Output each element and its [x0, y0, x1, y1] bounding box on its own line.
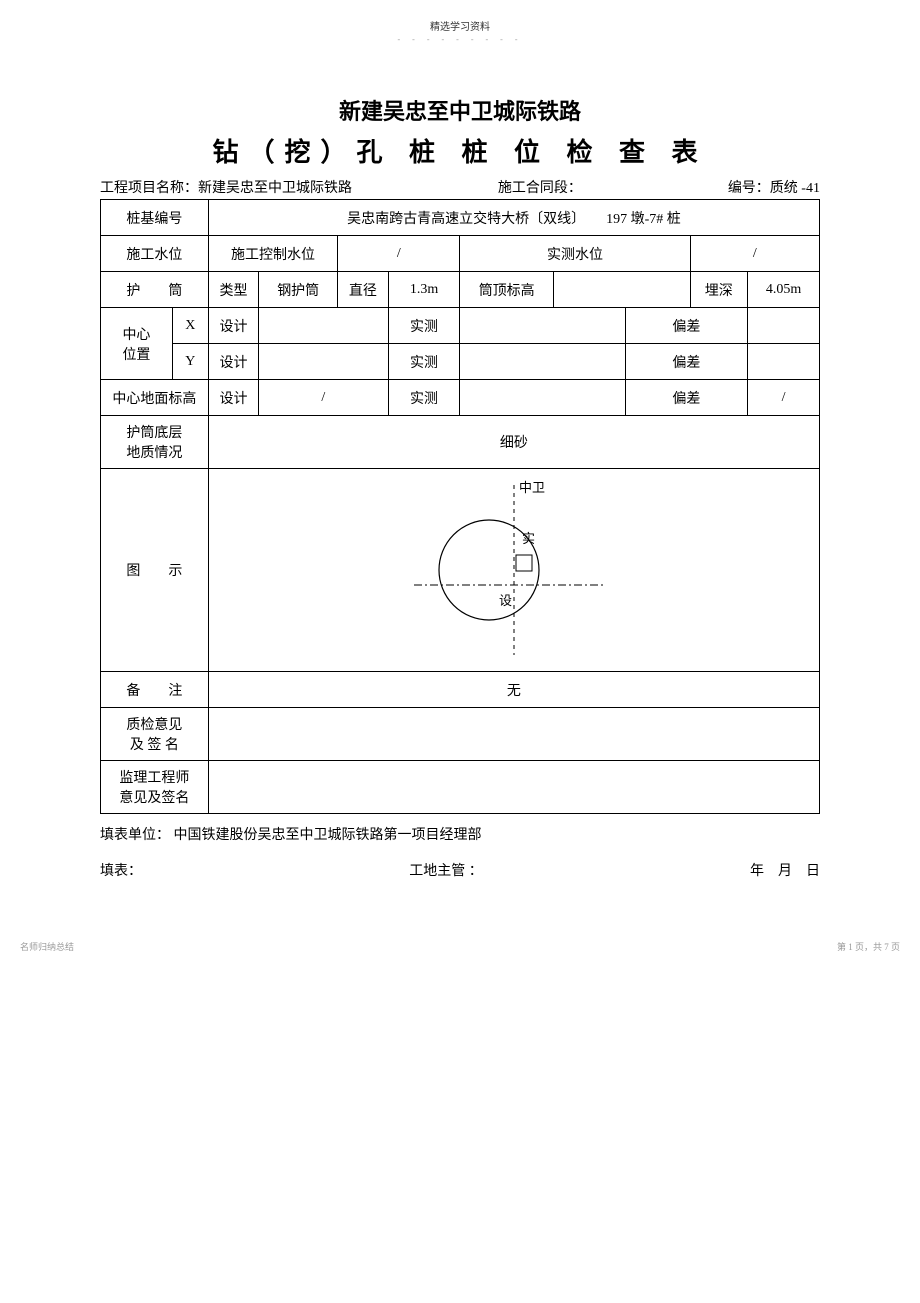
- x-design-label: 设计: [208, 308, 258, 344]
- x-measured-label: 实测: [388, 308, 460, 344]
- ground-elev-label: 中心地面标高: [101, 380, 209, 416]
- steel-casing: 钢护筒: [259, 272, 338, 308]
- x-dev-label: 偏差: [625, 308, 747, 344]
- diagram-svg: 中卫 实 设: [404, 475, 624, 665]
- center-pos-label: 中心 位置: [101, 308, 173, 380]
- type-label: 类型: [208, 272, 258, 308]
- diagram-cell: 中卫 实 设: [208, 469, 819, 672]
- y-measured-value: [460, 344, 625, 380]
- casing-top-label: 筒顶标高: [460, 272, 553, 308]
- pile-number-value: 吴忠南跨古青高速立交特大桥〔双线〕 197 墩-7# 桩: [208, 200, 819, 236]
- measured-level-label: 实测水位: [460, 236, 690, 272]
- diagram-bottom-text: 设: [499, 593, 512, 608]
- contract-section-label: 施工合同段：: [498, 177, 582, 197]
- bury-depth-value: 4.05m: [748, 272, 820, 308]
- ge-measured-value: [460, 380, 625, 416]
- row-remark: 备 注 无: [101, 672, 820, 708]
- page-header-dots: - - - - - - - - -: [0, 35, 920, 44]
- fill-label: 填表：: [100, 860, 142, 880]
- casing-top-value: [553, 272, 690, 308]
- ge-measured-label: 实测: [388, 380, 460, 416]
- ge-dev-value: /: [748, 380, 820, 416]
- construct-level-label: 施工水位: [101, 236, 209, 272]
- bury-depth-label: 埋深: [690, 272, 748, 308]
- control-level-value: /: [338, 236, 460, 272]
- inspection-table: 桩基编号 吴忠南跨古青高速立交特大桥〔双线〕 197 墩-7# 桩 施工水位 施…: [100, 199, 820, 814]
- project-name-label: 工程项目名称：新建吴忠至中卫城际铁路: [100, 177, 352, 197]
- casing-bottom-label: 护筒底层 地质情况: [101, 416, 209, 469]
- form-code-label: 编号：质统 -41: [728, 177, 820, 197]
- casing-label: 护 筒: [101, 272, 209, 308]
- footer-row: 填表： 工地主管 ： 年 月 日: [100, 860, 820, 880]
- qc-label: 质检意见 及 签 名: [101, 708, 209, 761]
- page-footer-right: 第 1 页，共 7 页: [837, 940, 900, 953]
- diameter-label: 直径: [338, 272, 388, 308]
- meta-row: 工程项目名称：新建吴忠至中卫城际铁路 施工合同段： 编号：质统 -41: [100, 177, 820, 197]
- site-label: 工地主管 ：: [409, 860, 483, 880]
- row-qc: 质检意见 及 签 名: [101, 708, 820, 761]
- diameter-value: 1.3m: [388, 272, 460, 308]
- y-design-label: 设计: [208, 344, 258, 380]
- row-center-x: 中心 位置 X 设计 实测 偏差: [101, 308, 820, 344]
- x-measured-value: [460, 308, 625, 344]
- page-footer-left: 名师归纳总结: [20, 940, 74, 953]
- row-pile-number: 桩基编号 吴忠南跨古青高速立交特大桥〔双线〕 197 墩-7# 桩: [101, 200, 820, 236]
- title-line-2: 钻（挖）孔 桩 桩 位 检 查 表: [100, 132, 820, 169]
- diagram-top-text: 中卫: [519, 480, 545, 495]
- title-line-1: 新建吴忠至中卫城际铁路: [100, 94, 820, 126]
- row-water-level: 施工水位 施工控制水位 / 实测水位 /: [101, 236, 820, 272]
- row-diagram: 图 示 中卫 实 设: [101, 469, 820, 672]
- y-label: Y: [172, 344, 208, 380]
- row-center-y: Y 设计 实测 偏差: [101, 344, 820, 380]
- date-label: 年 月 日: [750, 860, 820, 880]
- y-dev-label: 偏差: [625, 344, 747, 380]
- x-label: X: [172, 308, 208, 344]
- main-content: 新建吴忠至中卫城际铁路 钻（挖）孔 桩 桩 位 检 查 表 工程项目名称：新建吴…: [0, 44, 920, 920]
- remark-value: 无: [208, 672, 819, 708]
- qc-value: [208, 708, 819, 761]
- x-dev-value: [748, 308, 820, 344]
- footer-unit: 填表单位： 中国铁建股份吴忠至中卫城际铁路第一项目经理部: [100, 824, 820, 844]
- supervisor-value: [208, 761, 819, 814]
- page-footer: 名师归纳总结 第 1 页，共 7 页: [0, 940, 920, 963]
- ge-design-label: 设计: [208, 380, 258, 416]
- pile-number-label: 桩基编号: [101, 200, 209, 236]
- page-header-text: 精选学习资料: [0, 0, 920, 33]
- y-measured-label: 实测: [388, 344, 460, 380]
- ge-dev-label: 偏差: [625, 380, 747, 416]
- measured-level-value: /: [690, 236, 819, 272]
- row-ground-elev: 中心地面标高 设计 / 实测 偏差 /: [101, 380, 820, 416]
- x-design-value: [259, 308, 388, 344]
- diagram-right-text: 实: [522, 531, 535, 546]
- y-dev-value: [748, 344, 820, 380]
- ge-design-value: /: [259, 380, 388, 416]
- supervisor-label: 监理工程师 意见及签名: [101, 761, 209, 814]
- remark-label: 备 注: [101, 672, 209, 708]
- diagram-label: 图 示: [101, 469, 209, 672]
- row-casing: 护 筒 类型 钢护筒 直径 1.3m 筒顶标高 埋深 4.05m: [101, 272, 820, 308]
- y-design-value: [259, 344, 388, 380]
- control-level-label: 施工控制水位: [208, 236, 337, 272]
- casing-bottom-value: 细砂: [208, 416, 819, 469]
- row-supervisor: 监理工程师 意见及签名: [101, 761, 820, 814]
- row-casing-bottom: 护筒底层 地质情况 细砂: [101, 416, 820, 469]
